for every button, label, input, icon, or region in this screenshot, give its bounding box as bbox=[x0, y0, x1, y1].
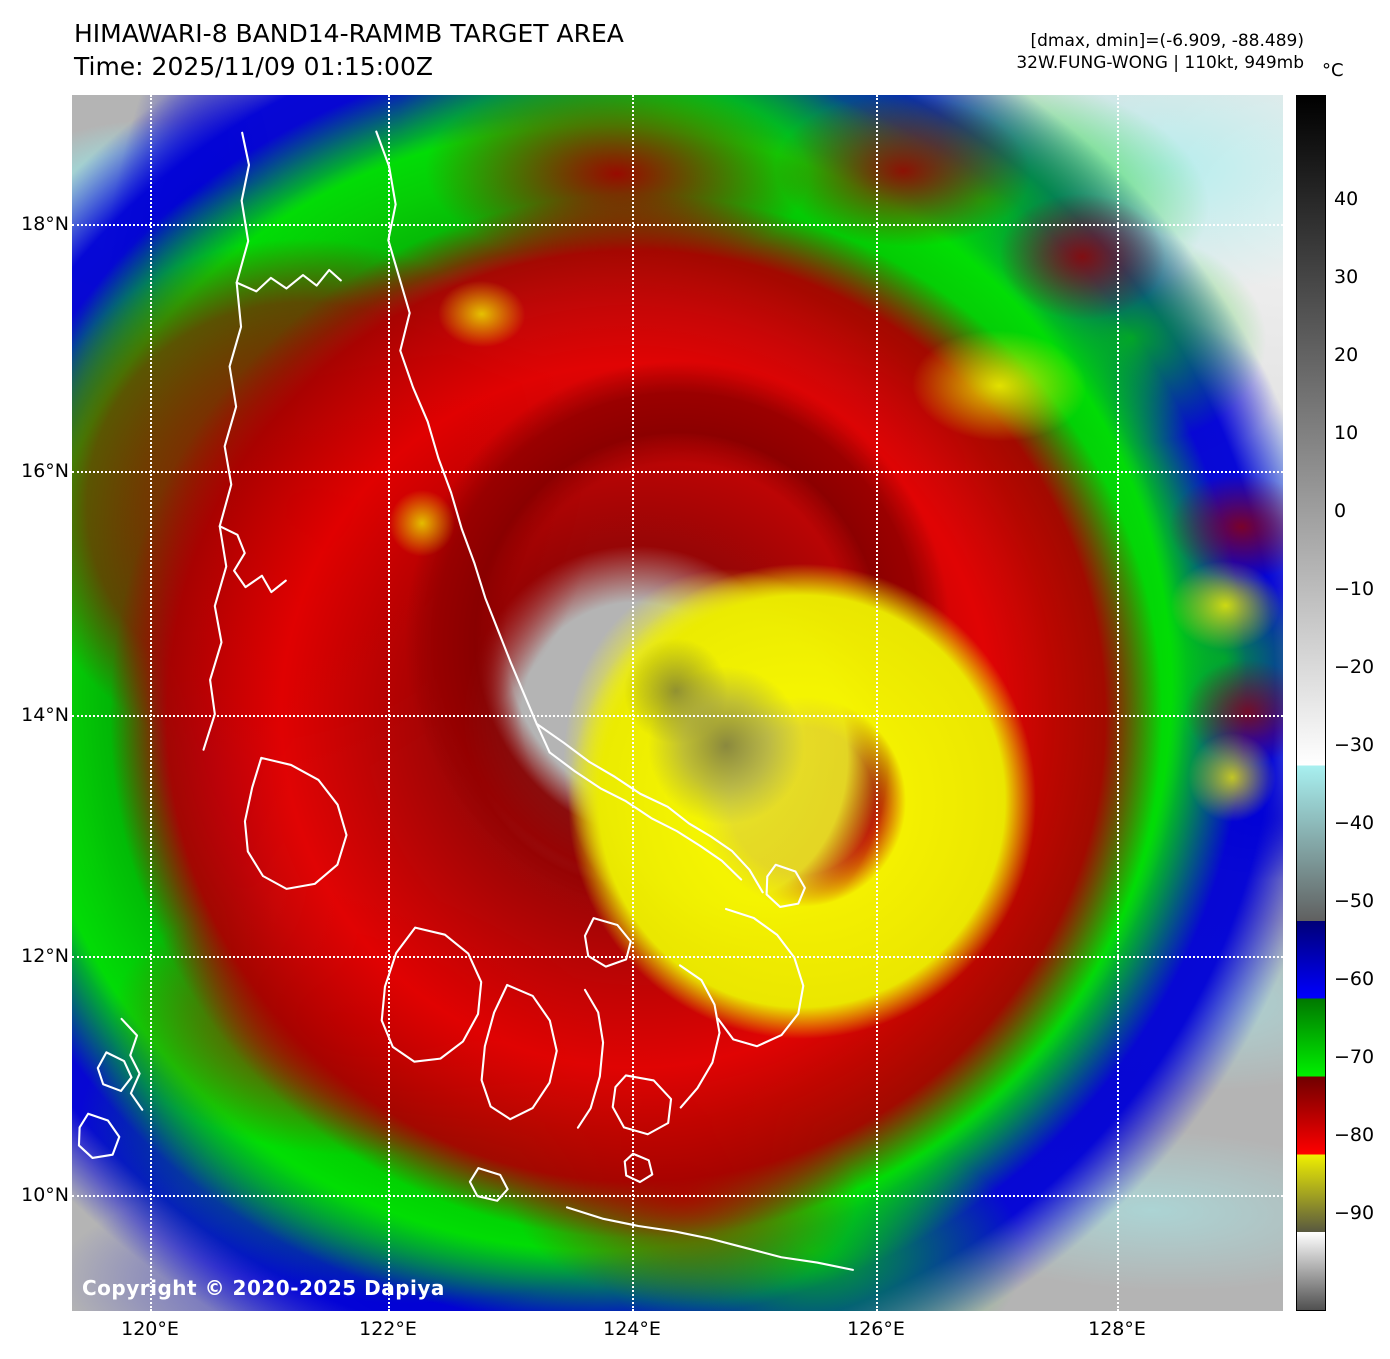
storm-info-label: 32W.FUNG-WONG | 110kt, 949mb bbox=[1016, 53, 1304, 74]
page-title: HIMAWARI-8 BAND14-RAMMB TARGET AREA bbox=[74, 19, 624, 48]
ytick-label-10: 10°N bbox=[21, 1184, 69, 1206]
colorbar-tick-0: 0 bbox=[1334, 500, 1347, 522]
xtick-label-120: 120°E bbox=[121, 1318, 179, 1340]
colorbar-gradient bbox=[1297, 96, 1325, 1310]
colorbar-unit-label: °C bbox=[1322, 60, 1344, 81]
xtick-label-122: 122°E bbox=[359, 1318, 417, 1340]
xtick-label-126: 126°E bbox=[847, 1318, 905, 1340]
satellite-image-plot bbox=[72, 95, 1283, 1311]
colorbar-tick-m80: −80 bbox=[1334, 1124, 1375, 1146]
colorbar-tick-20: 20 bbox=[1334, 344, 1359, 366]
ytick-label-12: 12°N bbox=[21, 945, 69, 967]
metadata-block: [dmax, dmin]=(-6.909, -88.489) 32W.FUNG-… bbox=[1016, 30, 1304, 75]
colorbar bbox=[1296, 95, 1326, 1311]
colorbar-tick-30: 30 bbox=[1334, 266, 1359, 288]
xtick-label-128: 128°E bbox=[1088, 1318, 1146, 1340]
colorbar-tick-m60: −60 bbox=[1334, 968, 1375, 990]
colorbar-tick-m50: −50 bbox=[1334, 890, 1375, 912]
xtick-label-124: 124°E bbox=[603, 1318, 661, 1340]
chart-title-block: HIMAWARI-8 BAND14-RAMMB TARGET AREA Time… bbox=[74, 18, 624, 83]
copyright-label: Copyright © 2020-2025 Dapiya bbox=[82, 1276, 445, 1300]
colorbar-tick-m90: −90 bbox=[1334, 1202, 1375, 1224]
colorbar-tick-m10: −10 bbox=[1334, 578, 1375, 600]
ytick-label-18: 18°N bbox=[21, 213, 69, 235]
colorbar-tick-m30: −30 bbox=[1334, 734, 1375, 756]
satellite-swath bbox=[72, 95, 1283, 1311]
colorbar-tick-m40: −40 bbox=[1334, 812, 1375, 834]
ytick-label-14: 14°N bbox=[21, 704, 69, 726]
coastline-overlay bbox=[77, 130, 854, 1271]
dmax-dmin-label: [dmax, dmin]=(-6.909, -88.489) bbox=[1030, 31, 1305, 51]
colorbar-tick-10: 10 bbox=[1334, 422, 1359, 444]
colorbar-tick-m70: −70 bbox=[1334, 1046, 1375, 1068]
colorbar-tick-40: 40 bbox=[1334, 188, 1359, 210]
colorbar-tick-m20: −20 bbox=[1334, 656, 1375, 678]
ytick-label-16: 16°N bbox=[21, 460, 69, 482]
timestamp-label: Time: 2025/11/09 01:15:00Z bbox=[74, 51, 433, 81]
